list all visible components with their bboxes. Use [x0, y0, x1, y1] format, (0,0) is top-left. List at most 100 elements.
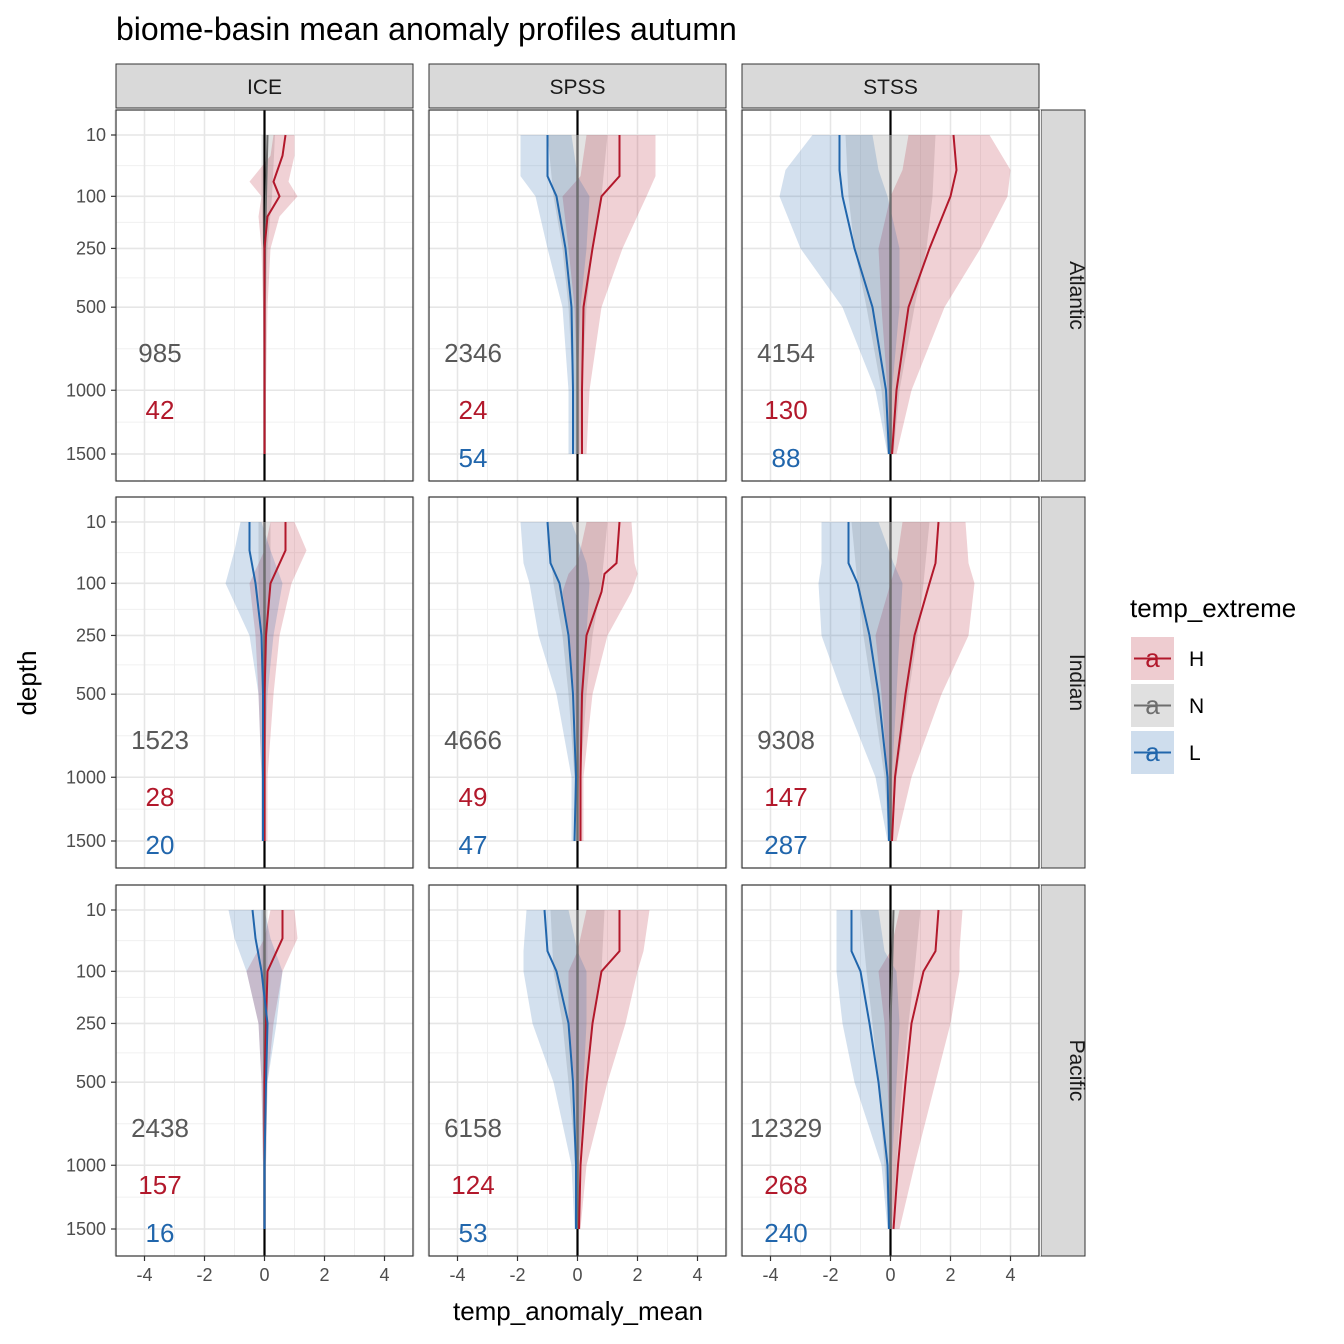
count-label-L: 54: [459, 443, 488, 473]
panel-pacific-spss: 6158 124 53 -4 -2 0 2 4: [427, 884, 728, 1285]
mean-line-L: [850, 910, 890, 1230]
y-tick-label: 100: [76, 573, 106, 593]
y-tick-label: 100: [76, 961, 106, 981]
x-tick-label: 2: [632, 1265, 642, 1285]
panel-border: [115, 496, 414, 869]
panel-data: [779, 110, 1011, 481]
facet-strip-stss: [741, 63, 1040, 109]
panel-data: [523, 885, 650, 1256]
panel-border: [741, 109, 1040, 482]
count-label-N: 2438: [131, 1113, 189, 1143]
count-label-H: 124: [451, 1170, 494, 1200]
panel-data: [520, 497, 638, 868]
facet-strip-atlantic: [1040, 109, 1086, 482]
panel-data: [249, 110, 298, 481]
legend-label: H: [1189, 648, 1204, 671]
y-tick-label: 1500: [66, 1219, 106, 1239]
legend-glyph: a: [1145, 643, 1160, 673]
count-label-H: 24: [459, 395, 488, 425]
legend: temp_extreme a Ha N a L: [1130, 593, 1296, 774]
mean-line-L: [546, 521, 578, 842]
count-label-L: 88: [772, 443, 801, 473]
y-tick-label: 250: [76, 238, 106, 258]
count-label-N: 12329: [750, 1113, 822, 1143]
ribbon-L: [520, 522, 590, 841]
ribbon-L: [228, 910, 283, 1229]
ribbon-L: [523, 910, 587, 1229]
x-tick-label: -2: [196, 1265, 212, 1285]
count-label-H: 42: [146, 395, 175, 425]
ribbon-H: [249, 135, 298, 454]
panel-border: [115, 109, 414, 482]
y-tick-label: 1000: [66, 380, 106, 400]
count-label-H: 49: [459, 782, 488, 812]
y-tick-label: 250: [76, 625, 106, 645]
mean-line-H: [579, 521, 621, 841]
count-label-N: 1523: [131, 725, 189, 755]
ribbon-H: [568, 910, 650, 1229]
ribbon-L: [836, 910, 900, 1229]
facet-strip-indian: [1040, 496, 1086, 869]
facet-strip-pacific: [1040, 884, 1086, 1257]
y-tick-label: 1000: [66, 1155, 106, 1175]
x-tick-label: 4: [1005, 1265, 1015, 1285]
facet-label-indian: Indian: [1065, 654, 1088, 711]
count-label-L: 240: [764, 1218, 807, 1248]
legend-title: temp_extreme: [1130, 593, 1296, 623]
count-label-H: 28: [146, 782, 175, 812]
y-tick-label: 250: [76, 1013, 106, 1033]
panel-indian-ice: 1523 28 20 10 100 250 500 1000 1500: [66, 496, 415, 869]
y-tick-label: 1500: [66, 444, 106, 464]
panel-data: [836, 885, 963, 1256]
panel-data: [228, 885, 298, 1256]
panel-indian-spss: 4666 49 47: [427, 496, 728, 869]
ribbon-H: [246, 910, 298, 1229]
count-label-L: 16: [146, 1218, 175, 1248]
ribbon-L: [818, 522, 903, 841]
panel-pacific-ice: 2438 157 16 10 100 250 500 1000 1500 -4 -2 0 2 4: [66, 884, 415, 1285]
mean-line-L: [543, 909, 577, 1229]
x-tick-label: 0: [259, 1265, 269, 1285]
y-tick-label: 10: [86, 125, 106, 145]
panel-data: [225, 497, 307, 868]
x-tick-label: -2: [509, 1265, 525, 1285]
x-axis-label: temp_anomaly_mean: [453, 1296, 703, 1326]
facet-label-stss: STSS: [863, 76, 918, 99]
x-tick-label: 0: [572, 1265, 582, 1285]
x-tick-label: 4: [692, 1265, 702, 1285]
y-tick-label: 1500: [66, 831, 106, 851]
count-label-H: 157: [138, 1170, 181, 1200]
legend-label: N: [1189, 695, 1204, 718]
y-axis-label: depth: [12, 650, 42, 715]
panel-atlantic-spss: 2346 24 54: [427, 109, 728, 482]
count-label-L: 47: [459, 830, 488, 860]
y-tick-label: 500: [76, 1072, 106, 1092]
panel-indian-stss: 9308 147 287: [740, 496, 1041, 869]
facet-label-ice: ICE: [247, 76, 282, 99]
ribbon-H: [878, 135, 1011, 454]
mean-line-N: [889, 909, 895, 1229]
count-label-N: 2346: [444, 338, 502, 368]
y-tick-label: 10: [86, 900, 106, 920]
y-tick-label: 500: [76, 297, 106, 317]
x-tick-label: 0: [885, 1265, 895, 1285]
y-tick-label: 500: [76, 684, 106, 704]
legend-label: L: [1189, 742, 1201, 765]
mean-line-H: [263, 134, 287, 454]
mean-line-H: [578, 910, 621, 1230]
ribbon-H: [875, 522, 975, 841]
y-tick-label: 10: [86, 512, 106, 532]
mean-line-H: [892, 909, 940, 1230]
facet-label-atlantic: Atlantic: [1065, 261, 1088, 330]
mean-line-H: [891, 521, 940, 842]
x-tick-label: -4: [762, 1265, 778, 1285]
x-tick-label: 2: [945, 1265, 955, 1285]
mean-line-L: [546, 135, 574, 454]
count-label-N: 4154: [757, 338, 815, 368]
count-label-H: 147: [764, 782, 807, 812]
count-label-N: 4666: [444, 725, 502, 755]
panel-data: [520, 110, 656, 481]
x-tick-label: -4: [449, 1265, 465, 1285]
